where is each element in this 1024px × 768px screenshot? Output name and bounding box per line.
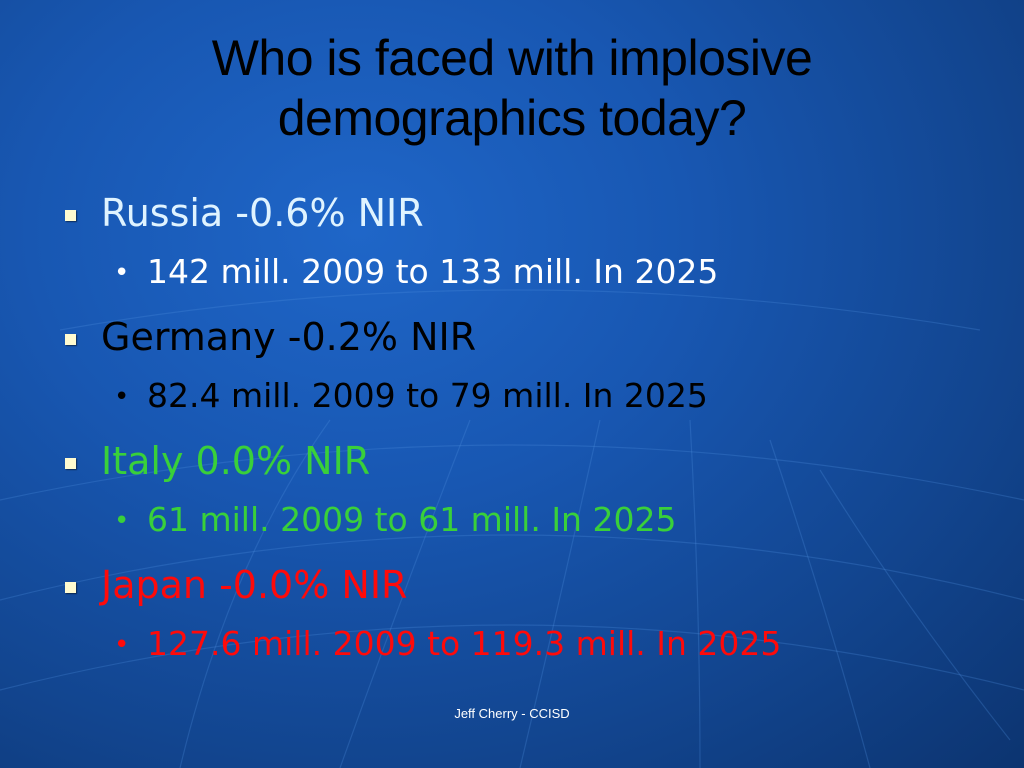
slide-title-line-2: demographics today? bbox=[277, 90, 747, 146]
dot-bullet-icon: • bbox=[114, 630, 130, 660]
square-bullet-icon bbox=[65, 210, 76, 221]
bullet-list: Russia -0.6% NIR • 142 mill. 2009 to 133… bbox=[62, 190, 1002, 686]
bullet-japan: Japan -0.0% NIR bbox=[62, 562, 1002, 624]
sub-bullet-italy: • 61 mill. 2009 to 61 mill. In 2025 bbox=[62, 500, 1002, 562]
slide-footer: Jeff Cherry - CCISD bbox=[454, 706, 570, 721]
sub-bullet-russia-text: 142 mill. 2009 to 133 mill. In 2025 bbox=[147, 252, 719, 291]
dot-bullet-icon: • bbox=[114, 506, 130, 536]
slide-title: Who is faced with implosive demographics… bbox=[0, 28, 1024, 148]
dot-bullet-icon: • bbox=[114, 382, 130, 412]
slide-title-line-1: Who is faced with implosive bbox=[211, 30, 813, 86]
square-bullet-icon bbox=[65, 458, 76, 469]
bullet-japan-text: Japan -0.0% NIR bbox=[101, 563, 408, 607]
sub-bullet-italy-text: 61 mill. 2009 to 61 mill. In 2025 bbox=[147, 500, 677, 539]
bullet-russia-text: Russia -0.6% NIR bbox=[101, 191, 424, 235]
bullet-germany-text: Germany -0.2% NIR bbox=[101, 315, 477, 359]
sub-bullet-germany: • 82.4 mill. 2009 to 79 mill. In 2025 bbox=[62, 376, 1002, 438]
bullet-germany: Germany -0.2% NIR bbox=[62, 314, 1002, 376]
sub-bullet-japan: • 127.6 mill. 2009 to 119.3 mill. In 202… bbox=[62, 624, 1002, 686]
sub-bullet-russia: • 142 mill. 2009 to 133 mill. In 2025 bbox=[62, 252, 1002, 314]
bullet-italy: Italy 0.0% NIR bbox=[62, 438, 1002, 500]
bullet-russia: Russia -0.6% NIR bbox=[62, 190, 1002, 252]
sub-bullet-germany-text: 82.4 mill. 2009 to 79 mill. In 2025 bbox=[147, 376, 708, 415]
dot-bullet-icon: • bbox=[114, 258, 130, 288]
bullet-italy-text: Italy 0.0% NIR bbox=[101, 439, 371, 483]
square-bullet-icon bbox=[65, 334, 76, 345]
sub-bullet-japan-text: 127.6 mill. 2009 to 119.3 mill. In 2025 bbox=[147, 624, 782, 663]
square-bullet-icon bbox=[65, 582, 76, 593]
